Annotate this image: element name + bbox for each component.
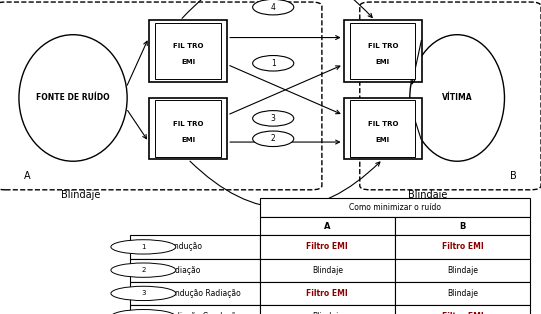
Text: Filtro EMI: Filtro EMI — [306, 242, 348, 252]
Bar — [260, 282, 395, 305]
Bar — [130, 282, 260, 305]
Circle shape — [111, 263, 176, 277]
Text: A: A — [324, 221, 331, 230]
Bar — [395, 258, 530, 282]
Bar — [155, 23, 221, 79]
Text: 2: 2 — [271, 134, 275, 143]
Circle shape — [111, 240, 176, 254]
Bar — [260, 235, 395, 258]
Bar — [395, 305, 530, 314]
Text: B: B — [459, 221, 466, 230]
Bar — [260, 258, 395, 282]
Text: Blindaje: Blindaje — [312, 312, 343, 314]
Text: VÍTIMA: VÍTIMA — [442, 94, 472, 102]
FancyBboxPatch shape — [0, 2, 322, 190]
Text: FIL TRO: FIL TRO — [367, 121, 398, 127]
Text: Como minimizar o ruído: Como minimizar o ruído — [349, 203, 441, 212]
Circle shape — [253, 131, 294, 147]
Text: A: A — [24, 171, 31, 181]
Text: Filtro EMI: Filtro EMI — [306, 289, 348, 298]
Text: Condução: Condução — [165, 242, 203, 252]
Text: 1: 1 — [271, 59, 275, 68]
Circle shape — [111, 286, 176, 300]
Text: 4: 4 — [270, 3, 276, 12]
Text: B: B — [510, 171, 517, 181]
Text: Blindaje: Blindaje — [312, 266, 343, 275]
Bar — [344, 20, 422, 82]
Bar — [395, 235, 530, 258]
Circle shape — [253, 56, 294, 71]
Text: Radiação: Radiação — [165, 266, 200, 275]
Circle shape — [253, 111, 294, 126]
Bar — [130, 305, 260, 314]
Bar — [260, 198, 530, 217]
Bar — [149, 98, 227, 159]
Text: Filtro EMI: Filtro EMI — [441, 312, 484, 314]
Text: 2: 2 — [141, 267, 146, 273]
Circle shape — [111, 310, 176, 314]
Bar — [395, 282, 530, 305]
Bar — [260, 217, 395, 235]
Bar — [350, 100, 415, 157]
Circle shape — [253, 0, 294, 15]
Text: 1: 1 — [141, 244, 146, 250]
Bar — [130, 258, 260, 282]
Bar — [344, 98, 422, 159]
Bar — [260, 305, 395, 314]
Text: FIL TRO: FIL TRO — [173, 43, 203, 49]
Text: Blindaje: Blindaje — [62, 190, 101, 200]
FancyBboxPatch shape — [360, 2, 541, 190]
Text: EMI: EMI — [375, 137, 390, 143]
Bar — [350, 23, 415, 79]
Text: Blindaje: Blindaje — [447, 266, 478, 275]
Text: Blindaje: Blindaje — [408, 190, 447, 200]
Bar — [155, 100, 221, 157]
Text: Condução Radiação: Condução Radiação — [165, 289, 241, 298]
Text: 3: 3 — [270, 114, 276, 123]
Text: Blindaje: Blindaje — [447, 289, 478, 298]
Bar — [130, 235, 260, 258]
Text: EMI: EMI — [181, 137, 195, 143]
Text: FIL TRO: FIL TRO — [173, 121, 203, 127]
Bar — [395, 217, 530, 235]
Text: Filtro EMI: Filtro EMI — [441, 242, 484, 252]
Text: EMI: EMI — [181, 59, 195, 65]
Text: 3: 3 — [141, 290, 146, 296]
Text: FONTE DE RUÍDO: FONTE DE RUÍDO — [36, 94, 110, 102]
Text: FIL TRO: FIL TRO — [367, 43, 398, 49]
Text: Radiação Condução: Radiação Condução — [165, 312, 241, 314]
Text: EMI: EMI — [375, 59, 390, 65]
Bar — [149, 20, 227, 82]
